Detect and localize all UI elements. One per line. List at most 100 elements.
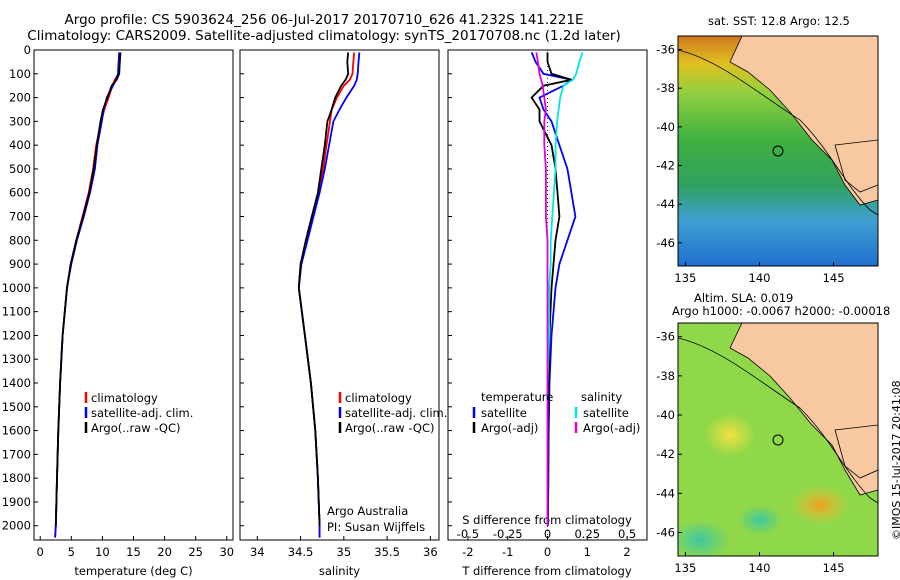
legend-heading: salinity	[581, 390, 622, 404]
map-y-tick-label: -40	[656, 120, 675, 134]
legend-heading: temperature	[481, 390, 553, 404]
sst-shelf-contour	[678, 49, 878, 216]
map-y-tick-label: -42	[656, 447, 675, 461]
annotation: PI: Susan Wijffels	[327, 520, 425, 534]
imos-timestamp: ©IMOS 15-Jul-2017 20:41:08	[890, 380, 900, 540]
legend-label: climatology	[345, 391, 412, 405]
x-tick-label: 2	[623, 545, 630, 559]
depth-tick-label: 0	[24, 43, 31, 57]
depth-tick-label: 900	[9, 257, 31, 271]
sst-map-frame	[677, 35, 879, 267]
annotation: Argo Australia	[327, 504, 408, 518]
legend-label: climatology	[91, 391, 158, 405]
x-tick-label: 34.5	[288, 545, 314, 559]
temperature-plot: 0 5 10 15 20 25 30 temperature (deg C) climatolo…	[37, 52, 234, 578]
map-x-tick-label: 145	[823, 561, 845, 575]
x-tick-label-top: 0	[544, 527, 551, 541]
x-tick-label-top: 0.25	[574, 527, 600, 541]
map-y-tick-label: -46	[656, 526, 675, 540]
sla-map-title-1: Altim. SLA: 0.019	[694, 291, 794, 305]
depth-tick-label: 1500	[2, 400, 31, 414]
x-tick-label: 30	[219, 545, 234, 559]
sla-map-title-2: Argo h1000: -0.0067 h2000: -0.00018	[672, 304, 891, 318]
map-y-tick-label: -40	[656, 408, 675, 422]
x-tick-label-top: -0.25	[493, 527, 523, 541]
depth-tick-label: 1200	[2, 328, 31, 342]
x-tick-label: -1	[502, 545, 513, 559]
x-tick-label: 35.5	[374, 545, 400, 559]
sla-tasmania	[834, 424, 878, 479]
depth-tick-label: 400	[9, 138, 31, 152]
x-tick-label: 10	[95, 545, 110, 559]
depth-tick-label: 800	[9, 233, 31, 247]
depth-axis: 0 100 200 300 400 500 600 700 800 900 1000 1100 1200…	[2, 43, 452, 533]
map-y-tick-label: -36	[656, 43, 675, 57]
x-tick-label: 34	[250, 545, 265, 559]
map-x-tick-label: 140	[749, 271, 771, 285]
legend-label: Argo(..raw -QC)	[91, 421, 181, 435]
x-tick-label: -2	[462, 545, 473, 559]
map-x-tick-label: 140	[749, 561, 771, 575]
map-y-tick-label: -42	[656, 158, 675, 172]
map-y-tick-label: -38	[656, 81, 675, 95]
temperature-panel-frame	[33, 49, 234, 541]
series-line-satellite-adj--clim-	[54, 52, 121, 538]
profile-title: Argo profile: CS 5903624_256 06-Jul-2017…	[64, 12, 584, 28]
legend-label: satellite	[583, 406, 629, 420]
series-line-t-argo--adj-	[530, 52, 572, 526]
sst-tasmania	[834, 139, 878, 193]
depth-tick-label: 700	[9, 210, 31, 224]
legend-label: Argo(-adj)	[583, 421, 640, 435]
series-line-argo---raw--qc-	[297, 52, 350, 526]
depth-tick-label: 1100	[2, 305, 31, 319]
depth-tick-label: 600	[9, 186, 31, 200]
x-tick-label: 36	[423, 545, 438, 559]
x-tick-label: 0	[544, 545, 551, 559]
x-tick-label-top: 0.5	[618, 527, 636, 541]
depth-tick-label: 1300	[2, 352, 31, 366]
series-line-argo---raw--qc-	[54, 52, 122, 526]
x-tick-label-top: -0.5	[457, 527, 479, 541]
x-tick-label: 0	[37, 545, 44, 559]
depth-tick-label: 1600	[2, 424, 31, 438]
depth-tick-label: 200	[9, 91, 31, 105]
x-tick-label: 20	[157, 545, 172, 559]
legend-label: Argo(..raw -QC)	[345, 421, 435, 435]
legend-label: Argo(-adj)	[481, 421, 538, 435]
x-tick-label: 1	[584, 545, 591, 559]
depth-tick-label: 1900	[2, 495, 31, 509]
legend-label: satellite	[481, 406, 527, 420]
map-x-tick-label: 145	[823, 271, 845, 285]
sla-shelf-contour	[678, 337, 878, 504]
series-line-climatology	[54, 52, 122, 538]
x-tick-label: 35	[337, 545, 352, 559]
map-x-tick-label: 135	[674, 561, 696, 575]
sst-argo-marker	[772, 145, 784, 157]
map-x-tick-label: 135	[674, 271, 696, 285]
map-y-tick-label: -38	[656, 369, 675, 383]
depth-tick-label: 1400	[2, 376, 31, 390]
climatology-title: Climatology: CARS2009. Satellite-adjuste…	[27, 28, 621, 44]
legend-label: satellite-adj. clim.	[91, 406, 193, 420]
sla-map: 135 140 145 -36 -38 -40 -42 -44 -46	[656, 322, 879, 575]
x-tick-label: 25	[188, 545, 203, 559]
map-y-tick-label: -44	[656, 486, 675, 500]
depth-tick-label: 1700	[2, 447, 31, 461]
depth-tick-label: 300	[9, 114, 31, 128]
sst-map: 135 140 145 -36 -38 -40 -42 -44 -46	[656, 35, 879, 285]
sla-map-frame	[677, 322, 879, 557]
salinity-panel-frame	[239, 49, 440, 541]
legend-label: satellite-adj. clim.	[345, 406, 447, 420]
depth-tick-label: 500	[9, 162, 31, 176]
x-tick-label: 5	[68, 545, 75, 559]
x-axis-label: salinity	[319, 564, 360, 578]
map-y-tick-label: -44	[656, 197, 675, 211]
salinity-plot: 34 34.5 35 35.5 36 salinity climatologysatelli…	[250, 52, 447, 578]
x-axis-label: temperature (deg C)	[74, 564, 192, 578]
depth-tick-label: 100	[9, 67, 31, 81]
x-tick-label: 15	[126, 545, 141, 559]
series-line-s-argo--adj-	[535, 52, 549, 526]
depth-tick-label: 1800	[2, 471, 31, 485]
